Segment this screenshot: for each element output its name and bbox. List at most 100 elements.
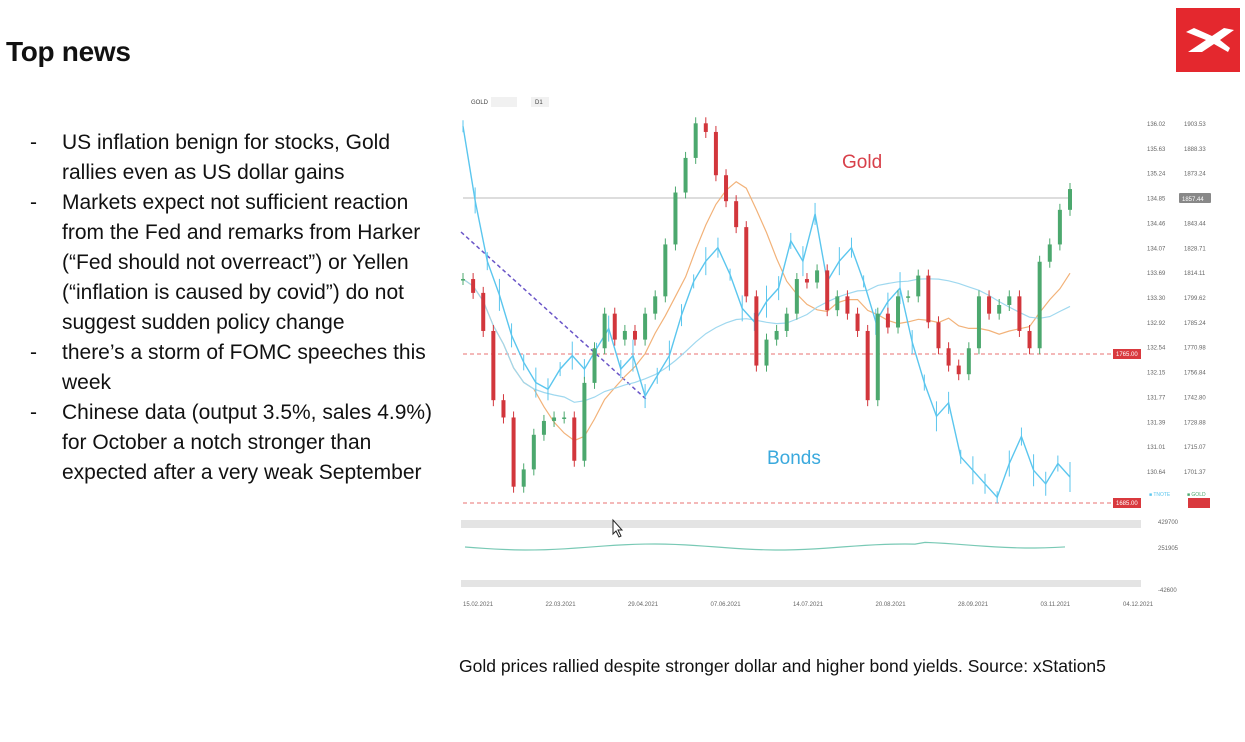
interval-label: D1: [535, 100, 543, 106]
y-tick-left: 132.15: [1147, 371, 1166, 377]
y-tick-right: 1715.07: [1184, 445, 1206, 451]
candle-body: [683, 157, 688, 193]
bullet-text: there’s a storm of FOMC speeches this we…: [62, 341, 426, 394]
list-item: - Markets expect not sufficient reaction …: [28, 188, 438, 338]
bonds-series: [462, 120, 1071, 504]
y-tick-left: 133.69: [1147, 271, 1166, 277]
legend-item: ■ GOLD: [1187, 492, 1206, 498]
candle-body: [622, 330, 627, 340]
x-tick-label: 15.02.2021: [463, 602, 494, 608]
candle-body: [501, 400, 506, 418]
candle-body: [612, 313, 617, 340]
mouse-cursor-icon: [612, 518, 624, 538]
candle-body: [835, 296, 840, 311]
candle-body: [906, 296, 911, 298]
volume-tick: -42600: [1158, 588, 1177, 594]
y-tick-left: 131.01: [1147, 445, 1166, 451]
y-tick-right: 1785.24: [1184, 321, 1206, 327]
bullet-text: US inflation benign for stocks, Gold ral…: [62, 131, 391, 184]
y-tick-right: 1903.53: [1184, 122, 1206, 128]
price-chart[interactable]: GOLD D1 136.02135.63135.24134.85134.4613…: [455, 92, 1215, 614]
candle-body: [815, 270, 820, 283]
level-tag-text: 1685.00: [1116, 501, 1138, 507]
x-tick-label: 20.08.2021: [876, 602, 907, 608]
x-tick-label: 07.06.2021: [711, 602, 742, 608]
chart-toolbar: GOLD D1: [471, 97, 549, 107]
y-tick-left: 134.07: [1147, 246, 1166, 252]
y-tick-right: 1799.62: [1184, 296, 1206, 302]
interval-selector[interactable]: [531, 97, 549, 107]
y-tick-left: 132.54: [1147, 346, 1166, 352]
symbol-label: GOLD: [471, 100, 489, 106]
y-tick-left: 135.63: [1147, 147, 1166, 153]
candle-body: [916, 275, 921, 297]
candle-body: [582, 382, 587, 461]
slide-title: Top news: [6, 36, 131, 67]
candle-body: [946, 348, 951, 366]
candle-body: [643, 313, 648, 340]
candle-body: [592, 348, 597, 383]
candle-body: [754, 296, 759, 366]
candle-body: [885, 313, 890, 328]
candle-body: [997, 305, 1002, 314]
x-tick-label: 04.12.2021: [1123, 602, 1154, 608]
candle-body: [926, 275, 931, 323]
legend-item: ■ TNOTE: [1149, 492, 1171, 498]
y-tick-right: 1701.37: [1184, 470, 1206, 476]
bonds-annotation: Bonds: [767, 448, 821, 469]
candle-body: [966, 348, 971, 375]
candle-body: [1017, 296, 1022, 331]
candle-body: [744, 227, 749, 297]
candle-body: [511, 417, 516, 487]
x-tick-label: 28.09.2021: [958, 602, 989, 608]
x-tick-label: 29.04.2021: [628, 602, 659, 608]
xtb-logo: [1176, 8, 1240, 72]
horizontal-levels: [463, 197, 1113, 504]
candle-body: [865, 330, 870, 401]
x-tick-label: 03.11.2021: [1041, 602, 1071, 608]
candle-body: [976, 296, 981, 349]
candle-body: [825, 270, 830, 311]
pane-separator: [461, 520, 1141, 528]
x-tick-label: 14.07.2021: [793, 602, 824, 608]
candle-body: [481, 292, 486, 331]
y-tick-left: 131.77: [1147, 395, 1166, 401]
candle-body: [794, 279, 799, 314]
candle-body: [896, 296, 901, 328]
y-tick-right: 1728.88: [1184, 420, 1206, 426]
current-price-text: 1857.44: [1182, 197, 1204, 203]
candle-body: [875, 313, 880, 401]
bullet-marker: -: [30, 401, 37, 424]
volume-line: [464, 541, 1066, 551]
candle-body: [987, 296, 992, 314]
candle-body: [1037, 261, 1042, 349]
y-tick-right: 1843.44: [1184, 221, 1206, 227]
symbol-selector[interactable]: [491, 97, 517, 107]
moving-averages: [462, 180, 1071, 442]
candle-body: [845, 296, 850, 314]
pane-separator: [461, 580, 1141, 587]
candle-body: [936, 322, 941, 349]
list-item: - Chinese data (output 3.5%, sales 4.9%) …: [28, 398, 438, 488]
y-tick-right: 1814.11: [1184, 271, 1206, 277]
candle-body: [956, 365, 961, 375]
ma-slow-line: [462, 278, 1071, 403]
candle-body: [521, 469, 526, 487]
candle-body: [1057, 209, 1062, 245]
candle-body: [734, 201, 739, 228]
bullet-marker: -: [30, 341, 37, 364]
candle-body: [1007, 296, 1012, 305]
candle-body: [461, 279, 465, 281]
candle-body: [562, 417, 567, 419]
x-logo-icon: [1186, 28, 1234, 52]
candle-body: [491, 330, 496, 401]
chart-caption: Gold prices rallied despite stronger dol…: [459, 656, 1106, 676]
bullet-marker: -: [30, 191, 37, 214]
candle-body: [602, 313, 607, 349]
y-tick-right: 1756.84: [1184, 371, 1206, 377]
level-tag: [1113, 498, 1141, 508]
candle-body: [713, 131, 718, 176]
y-tick-left: 130.64: [1147, 470, 1166, 476]
volume-tick: 429700: [1158, 520, 1179, 526]
level-tag: [1188, 498, 1210, 508]
